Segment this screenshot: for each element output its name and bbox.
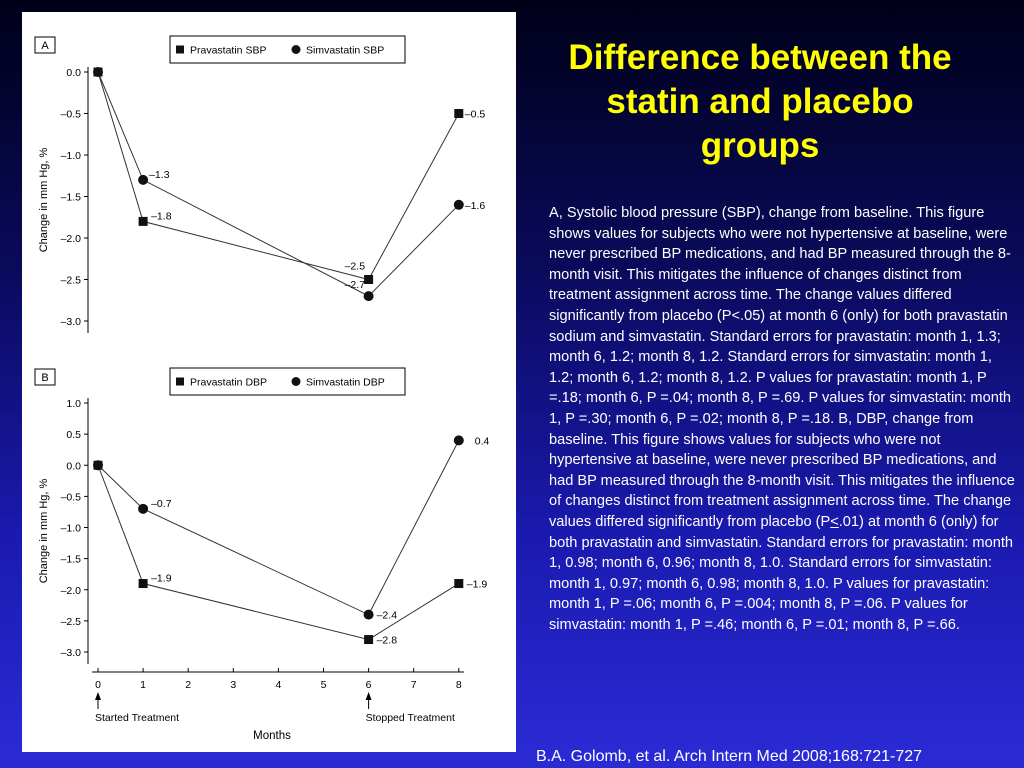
legend-entry: Simvastatin SBP bbox=[306, 45, 384, 57]
data-label: –1.9 bbox=[467, 579, 488, 591]
x-tick-label: 3 bbox=[230, 679, 236, 691]
x-tick-label: 5 bbox=[321, 679, 327, 691]
y-tick-label: –1.5 bbox=[61, 192, 82, 204]
treatment-annotations: Started Treatment Stopped Treatment Months bbox=[95, 692, 455, 742]
y-tick-label: –2.0 bbox=[61, 233, 82, 245]
x-tick-label: 7 bbox=[411, 679, 417, 691]
data-label: –1.9 bbox=[151, 573, 172, 585]
series-line-circle bbox=[97, 440, 460, 616]
legend-entry: Pravastatin SBP bbox=[190, 45, 266, 57]
y-tick-label: –3.0 bbox=[61, 647, 82, 659]
y-tick-label: 0.5 bbox=[66, 429, 81, 441]
data-point-square bbox=[364, 635, 374, 645]
y-tick-label: –1.5 bbox=[61, 554, 82, 566]
panel-letter: B bbox=[41, 372, 48, 384]
x-tick-label: 2 bbox=[185, 679, 191, 691]
y-tick-label: 0.0 bbox=[66, 67, 81, 79]
data-label: –1.3 bbox=[149, 169, 170, 181]
legend-box bbox=[169, 35, 406, 64]
x-tick-label: 1 bbox=[140, 679, 146, 691]
panel-letter: A bbox=[41, 40, 49, 52]
stop-annotation: Stopped Treatment bbox=[366, 712, 455, 724]
caption-part-2: .01) at month 6 (only) for both pravasta… bbox=[549, 513, 1013, 633]
y-axis-label: Change in mm Hg, % bbox=[38, 148, 50, 253]
data-label: –1.6 bbox=[465, 200, 486, 212]
figure-caption: A, Systolic blood pressure (SBP), change… bbox=[549, 203, 1015, 635]
y-tick-label: –2.0 bbox=[61, 585, 82, 597]
x-tick-label: 4 bbox=[275, 679, 281, 691]
y-tick-label: 1.0 bbox=[66, 398, 81, 410]
citation: B.A. Golomb, et al. Arch Intern Med 2008… bbox=[536, 748, 923, 765]
data-label: –0.5 bbox=[465, 109, 486, 121]
x-tick-label: 6 bbox=[366, 679, 372, 691]
data-point-circle bbox=[453, 199, 464, 210]
caption-le-symbol: < bbox=[830, 513, 839, 530]
data-label: –2.4 bbox=[377, 610, 398, 622]
data-point-circle bbox=[363, 609, 374, 620]
y-tick-label: –2.5 bbox=[61, 275, 82, 287]
y-tick-label: –0.5 bbox=[61, 491, 82, 503]
data-point-square bbox=[138, 216, 148, 226]
data-label: –2.7 bbox=[345, 279, 366, 291]
y-tick-label: –1.0 bbox=[61, 150, 82, 162]
chart-figure: A Pravastatin SBP Simvastatin SBP 0.0 –0.5 –1… bbox=[34, 35, 490, 742]
data-point-circle bbox=[453, 435, 464, 446]
data-point-square bbox=[364, 275, 374, 284]
legend-box bbox=[169, 367, 406, 396]
x-tick-label: 8 bbox=[456, 679, 462, 691]
data-point-circle bbox=[93, 460, 103, 471]
data-point-square bbox=[454, 579, 464, 589]
data-label: –0.7 bbox=[151, 498, 172, 510]
data-point-circle bbox=[138, 503, 149, 514]
data-label: 0.4 bbox=[475, 435, 490, 447]
data-point-square bbox=[454, 109, 464, 118]
legend-marker-square bbox=[176, 45, 184, 54]
start-annotation: Started Treatment bbox=[95, 712, 179, 724]
y-axis-label: Change in mm Hg, % bbox=[38, 479, 50, 584]
legend-marker-circle bbox=[291, 45, 301, 54]
legend-entry: Pravastatin DBP bbox=[190, 377, 267, 389]
data-label: –1.8 bbox=[151, 210, 172, 222]
start-arrow-head bbox=[95, 692, 101, 700]
y-tick-label: 0.0 bbox=[66, 460, 81, 472]
legend-marker-circle bbox=[291, 377, 301, 386]
slide-title: Difference between the statin and placeb… bbox=[568, 38, 952, 165]
series-line-circle bbox=[97, 71, 460, 297]
data-point-circle bbox=[138, 174, 149, 185]
panel-b: B Pravastatin DBP Simvastatin DBP 1.0 0.5 0.0… bbox=[34, 367, 490, 691]
data-label: –2.8 bbox=[377, 635, 398, 647]
data-point-square bbox=[138, 579, 148, 589]
x-axis-label: Months bbox=[253, 730, 291, 742]
y-tick-label: –0.5 bbox=[61, 109, 82, 121]
panel-a: A Pravastatin SBP Simvastatin SBP 0.0 –0.5 –1… bbox=[34, 35, 486, 333]
y-tick-label: –1.0 bbox=[61, 523, 82, 535]
legend-entry: Simvastatin DBP bbox=[306, 377, 385, 389]
data-point-circle bbox=[93, 67, 103, 77]
data-label: –2.5 bbox=[345, 261, 366, 273]
figure-panel: A Pravastatin SBP Simvastatin SBP 0.0 –0.5 –1… bbox=[22, 12, 516, 752]
panel-letter-box bbox=[34, 36, 56, 54]
y-tick-label: –3.0 bbox=[61, 316, 82, 328]
series-line-square bbox=[97, 465, 460, 641]
x-tick-label: 0 bbox=[95, 679, 101, 691]
panel-letter-box bbox=[34, 368, 56, 386]
legend-marker-square bbox=[176, 377, 184, 386]
stop-arrow-head bbox=[365, 692, 372, 700]
data-point-circle bbox=[363, 291, 374, 302]
y-tick-label: –2.5 bbox=[61, 616, 82, 628]
caption-part-1: A, Systolic blood pressure (SBP), change… bbox=[549, 205, 1015, 530]
series-line-square bbox=[97, 71, 460, 281]
